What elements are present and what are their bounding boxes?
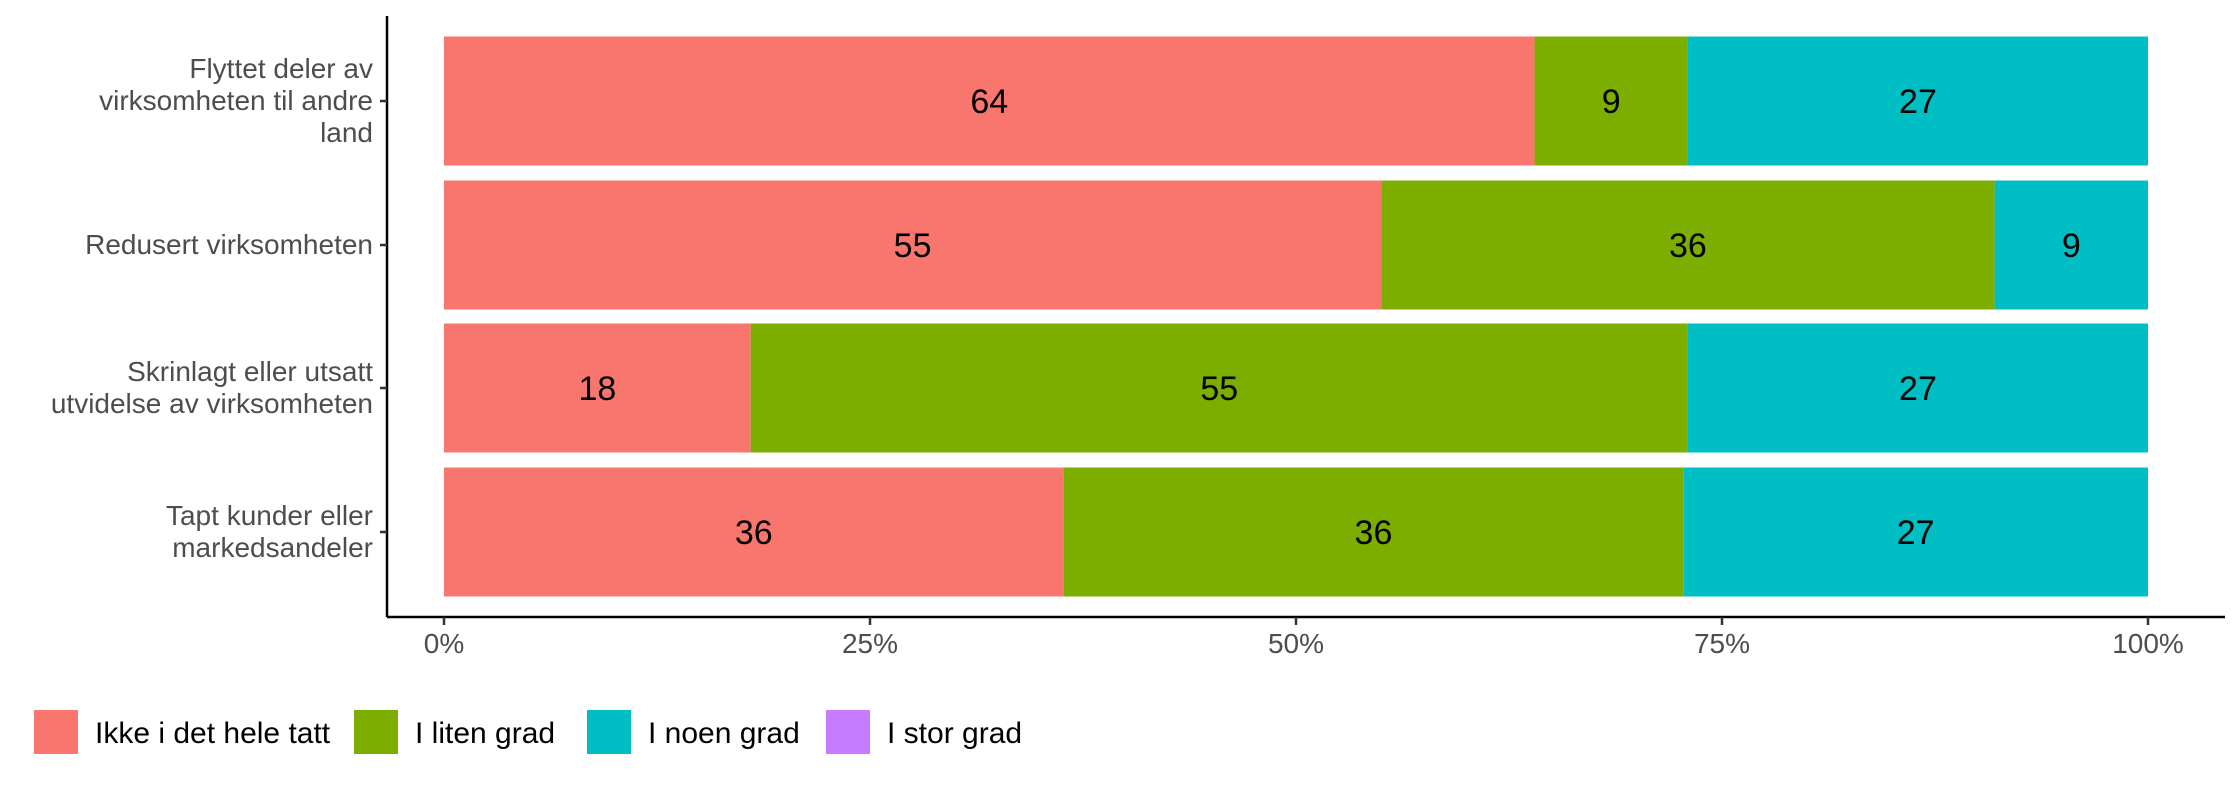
bar-segment	[750, 323, 1688, 453]
legend-label: I stor grad	[887, 717, 1022, 750]
data-label: 36	[735, 514, 773, 552]
bar-segment	[444, 467, 1064, 597]
legend-key	[34, 710, 78, 754]
bar-segment	[1994, 180, 2148, 310]
data-label: 64	[970, 83, 1008, 121]
data-label: 9	[2062, 227, 2081, 265]
legend-label: I liten grad	[415, 717, 555, 750]
data-labels-layer: 64 9 27 55 36 9 18 55 27 36 36 27	[578, 83, 2080, 552]
x-tick-label: 75%	[1694, 628, 1750, 659]
legend-key	[826, 710, 870, 754]
x-tick-label: 50%	[1268, 628, 1324, 659]
y-tick-label: Tapt kunder eller markedsandeler	[166, 500, 373, 563]
data-label: 27	[1897, 514, 1935, 552]
x-tick-label: 100%	[2112, 628, 2184, 659]
data-label: 27	[1899, 83, 1937, 121]
legend: Ikke i det hele tatt I liten grad I noen g…	[34, 710, 1022, 754]
bar-segment	[444, 36, 1535, 166]
y-axis-labels: Flyttet deler av virksomheten til andre la…	[51, 53, 387, 563]
y-tick-label: Redusert virksomheten	[85, 229, 373, 260]
legend-key	[587, 710, 631, 754]
bar-segment	[1687, 323, 2148, 453]
legend-key	[354, 710, 398, 754]
y-tick-label: Skrinlagt eller utsatt utvidelse av virks…	[51, 356, 373, 419]
legend-label: Ikke i det hele tatt	[95, 717, 331, 750]
data-label: 55	[1200, 370, 1238, 408]
data-label: 55	[894, 227, 932, 265]
data-label: 9	[1602, 83, 1621, 121]
bar-segment	[1534, 36, 1688, 166]
x-axis-labels: 0% 25% 50% 75% 100%	[424, 617, 2184, 659]
axes-layer	[385, 16, 2225, 619]
x-tick-label: 0%	[424, 628, 464, 659]
bar-segment	[1381, 180, 1995, 310]
y-tick-label: Flyttet deler av virksomheten til andre la…	[99, 53, 373, 148]
bar-segment	[1063, 467, 1684, 597]
bars-layer	[444, 36, 2148, 597]
data-label: 27	[1899, 370, 1937, 408]
legend-label: I noen grad	[648, 717, 800, 750]
data-label: 18	[578, 370, 616, 408]
data-label: 36	[1669, 227, 1707, 265]
bar-segment	[1687, 36, 2148, 166]
data-label: 36	[1355, 514, 1393, 552]
x-tick-label: 25%	[842, 628, 898, 659]
bar-segment	[444, 323, 751, 453]
bar-segment	[444, 180, 1382, 310]
bar-segment	[1683, 467, 2148, 597]
